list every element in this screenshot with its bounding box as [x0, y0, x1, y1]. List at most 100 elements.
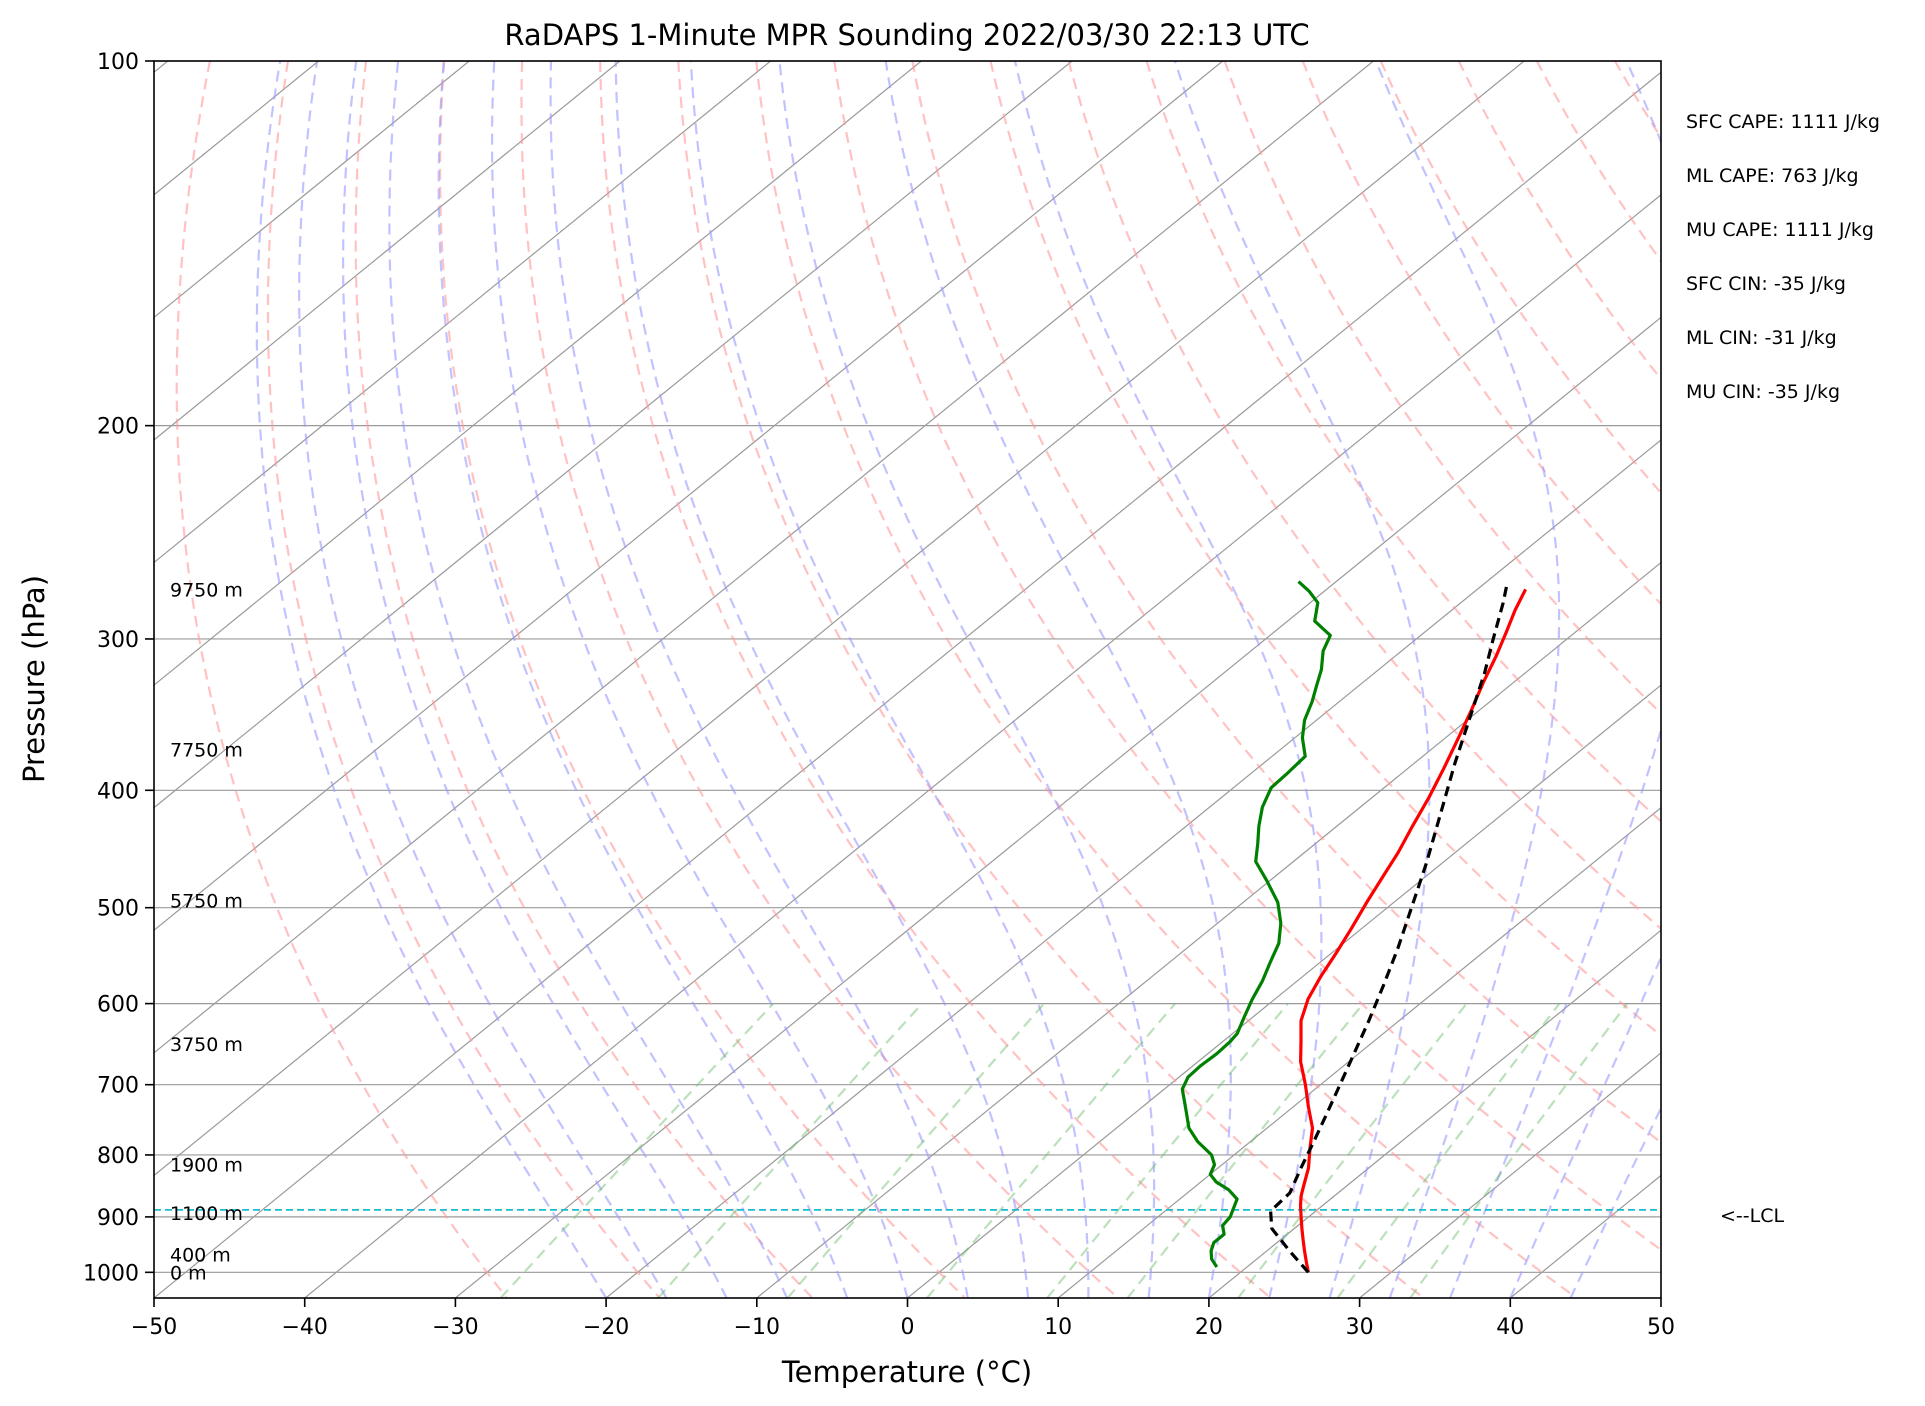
plot-background-lines	[154, 61, 1925, 1298]
moist-adiabat-line	[1374, 61, 1561, 1298]
moist-adiabat-line	[1569, 1105, 1661, 1298]
temperature-profile-line	[1298, 588, 1528, 1273]
parameter-label: MU CAPE: 1111 J/kg	[1686, 219, 1874, 241]
y-tick-label: 600	[97, 993, 139, 1018]
moist-adiabat-line	[778, 61, 1156, 1298]
isotherm-line	[154, 61, 1073, 809]
dewpoint-profile-line	[1180, 580, 1332, 1268]
height-label: 9750 m	[170, 579, 243, 601]
dry-adiabat-line	[439, 61, 965, 1298]
y-tick-label: 200	[97, 415, 139, 440]
isotherm-line	[154, 71, 1661, 1298]
mixing-ratio-line	[1336, 1002, 1561, 1298]
dry-adiabat-line	[755, 61, 1576, 1298]
parcel-profile-line	[1269, 583, 1509, 1274]
dry-adiabat-line	[833, 61, 1661, 1252]
dry-adiabat-line	[1693, 61, 1925, 1297]
y-tick-label: 700	[97, 1074, 139, 1099]
y-axis-label: Pressure (hPa)	[17, 575, 51, 783]
dry-adiabat-line	[266, 61, 660, 1298]
parameter-label: SFC CIN: -35 J/kg	[1686, 273, 1846, 295]
parameter-label: ML CIN: -31 J/kg	[1686, 327, 1837, 349]
parameter-label: ML CAPE: 763 J/kg	[1686, 165, 1859, 187]
moist-adiabat-line	[1173, 61, 1431, 1298]
isotherm-line	[154, 61, 1224, 932]
y-tick-label: 500	[97, 897, 139, 922]
moist-adiabat-line	[884, 61, 1232, 1298]
moist-adiabat-line	[342, 61, 728, 1298]
moist-adiabat-line	[549, 61, 969, 1298]
parameter-label: MU CIN: -35 J/kg	[1686, 381, 1840, 403]
y-tick-label: 900	[97, 1206, 139, 1231]
isotherm-line	[304, 194, 1661, 1298]
y-tick-label: 1000	[83, 1261, 139, 1286]
moist-adiabat-line	[1448, 61, 1661, 1298]
moist-adiabat-line	[388, 61, 788, 1298]
isotherm-line	[907, 684, 1661, 1298]
height-label: 5750 m	[170, 890, 243, 912]
height-label: 7750 m	[170, 739, 243, 761]
x-tick-label: 30	[1346, 1315, 1374, 1340]
height-label: 1100 m	[170, 1203, 243, 1225]
lcl-label: <--LCL	[1720, 1205, 1784, 1227]
x-tick-label: −50	[131, 1315, 177, 1340]
y-axis: 100 200 300 400 500 600 700 800 900 1000	[83, 50, 154, 1286]
parameter-label: SFC CAPE: 1111 J/kg	[1686, 111, 1880, 133]
height-label: 1900 m	[170, 1155, 243, 1177]
height-label: 400 m	[170, 1245, 231, 1267]
y-tick-label: 300	[97, 628, 139, 653]
x-tick-label: −20	[583, 1315, 629, 1340]
x-tick-label: −10	[734, 1315, 780, 1340]
isotherm-line	[154, 61, 621, 441]
isotherm-line	[154, 61, 771, 564]
mixing-ratio-line	[499, 1002, 775, 1298]
dry-adiabat-line	[1223, 61, 1661, 715]
moist-adiabat-line	[297, 61, 668, 1298]
isotherm-line	[154, 61, 470, 319]
height-label: 3750 m	[170, 1034, 243, 1056]
dry-adiabat-line	[1067, 61, 1661, 931]
isotherm-line	[605, 439, 1661, 1298]
moist-adiabat-line	[437, 61, 849, 1298]
dry-adiabat-line	[520, 61, 1118, 1298]
x-tick-label: −30	[432, 1315, 478, 1340]
mixing-ratio-line	[1237, 1002, 1468, 1298]
moist-adiabat-line	[255, 61, 608, 1298]
isotherm-line	[1057, 806, 1661, 1298]
isotherm-line	[154, 61, 1374, 1054]
y-tick-label: 800	[97, 1144, 139, 1169]
plot-frame	[153, 60, 1662, 1299]
y-tick-label: 100	[97, 50, 139, 75]
dry-adiabat-line	[1771, 61, 1925, 1297]
parameter-labels: SFC CAPE: 1111 J/kg ML CAPE: 763 J/kg MU C…	[1686, 111, 1880, 403]
mixing-ratio-line	[1046, 1002, 1289, 1298]
chart-title: RaDAPS 1-Minute MPR Sounding 2022/03/30 …	[504, 18, 1309, 52]
dry-adiabat-line	[989, 61, 1661, 1037]
mixing-ratio-line	[657, 1002, 923, 1298]
moist-adiabat-line	[491, 61, 909, 1298]
isotherm-line	[1208, 929, 1661, 1298]
dry-adiabat-line	[677, 61, 1424, 1298]
mixing-ratio-line	[1126, 1002, 1365, 1298]
dry-adiabat-line	[1301, 61, 1661, 606]
x-axis: −50 −40 −30 −20 −10 0 10 20 30 40 50	[131, 1298, 1675, 1340]
moist-adiabat-line	[689, 61, 1090, 1298]
x-tick-label: 0	[901, 1315, 915, 1340]
moist-adiabat-line	[1509, 954, 1661, 1298]
isotherm-line	[154, 61, 1525, 1177]
isotherm-line	[1660, 1297, 1661, 1298]
x-tick-label: −40	[281, 1315, 327, 1340]
dry-adiabat-line	[175, 61, 507, 1298]
isotherm-line	[1812, 61, 1925, 1298]
isotherm-line	[154, 61, 922, 686]
x-tick-label: 40	[1496, 1315, 1524, 1340]
isotherm-line	[1509, 1174, 1661, 1298]
height-labels: 9750 m 7750 m 5750 m 3750 m 1900 m 1100 m 400 …	[170, 579, 243, 1284]
x-tick-label: 50	[1647, 1315, 1675, 1340]
height-label: 0 m	[170, 1262, 207, 1284]
x-tick-label: 20	[1195, 1315, 1223, 1340]
dry-adiabat-line	[1849, 61, 1925, 1297]
dry-adiabat-line	[599, 61, 1271, 1298]
isotherm-line	[455, 316, 1661, 1298]
